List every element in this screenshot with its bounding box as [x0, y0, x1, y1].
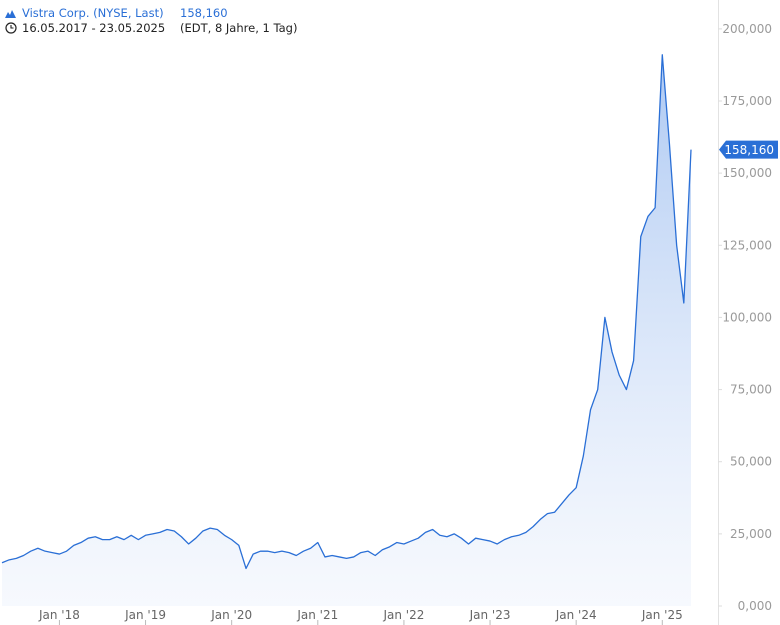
x-tick-label: Jan '22: [382, 608, 424, 622]
y-tick-label: 175,000: [722, 94, 772, 108]
y-tick-label: 100,000: [722, 310, 772, 324]
y-tick-label: 125,000: [722, 238, 772, 252]
price-line: [1, 54, 692, 570]
chart-title: Vistra Corp. (NYSE, Last): [22, 6, 164, 20]
x-tick-label: Jan '20: [210, 608, 252, 622]
price-badge-label: 158,160: [724, 143, 774, 157]
x-tick-label: Jan '18: [38, 608, 80, 622]
x-tick-label: Jan '23: [469, 608, 511, 622]
clock-hand: [10, 25, 14, 29]
clock-icon: [5, 22, 17, 34]
area-fill: [2, 54, 691, 606]
y-tick-label: 25,000: [730, 527, 772, 541]
y-tick-label: 50,000: [730, 455, 772, 469]
subtitle: 16.05.2017 - 23.05.2025: [22, 21, 165, 35]
y-tick-label: 0,000: [738, 599, 772, 613]
x-tick-label: Jan '25: [641, 608, 683, 622]
subtitle-note: (EDT, 8 Jahre, 1 Tag): [180, 21, 297, 35]
y-tick-label: 150,000: [722, 166, 772, 180]
y-tick-label: 75,000: [730, 383, 772, 397]
chart-icon: [5, 10, 16, 18]
x-tick-label: Jan '21: [296, 608, 338, 622]
y-tick-label: 200,000: [722, 22, 772, 36]
x-tick-label: Jan '24: [555, 608, 597, 622]
x-tick-label: Jan '19: [124, 608, 166, 622]
plot: 0,000 25,000 50,000 75,000 100,000 125,000 150…: [1, 22, 778, 625]
price-badge: [719, 140, 778, 159]
price-label: 158,160: [180, 6, 228, 20]
